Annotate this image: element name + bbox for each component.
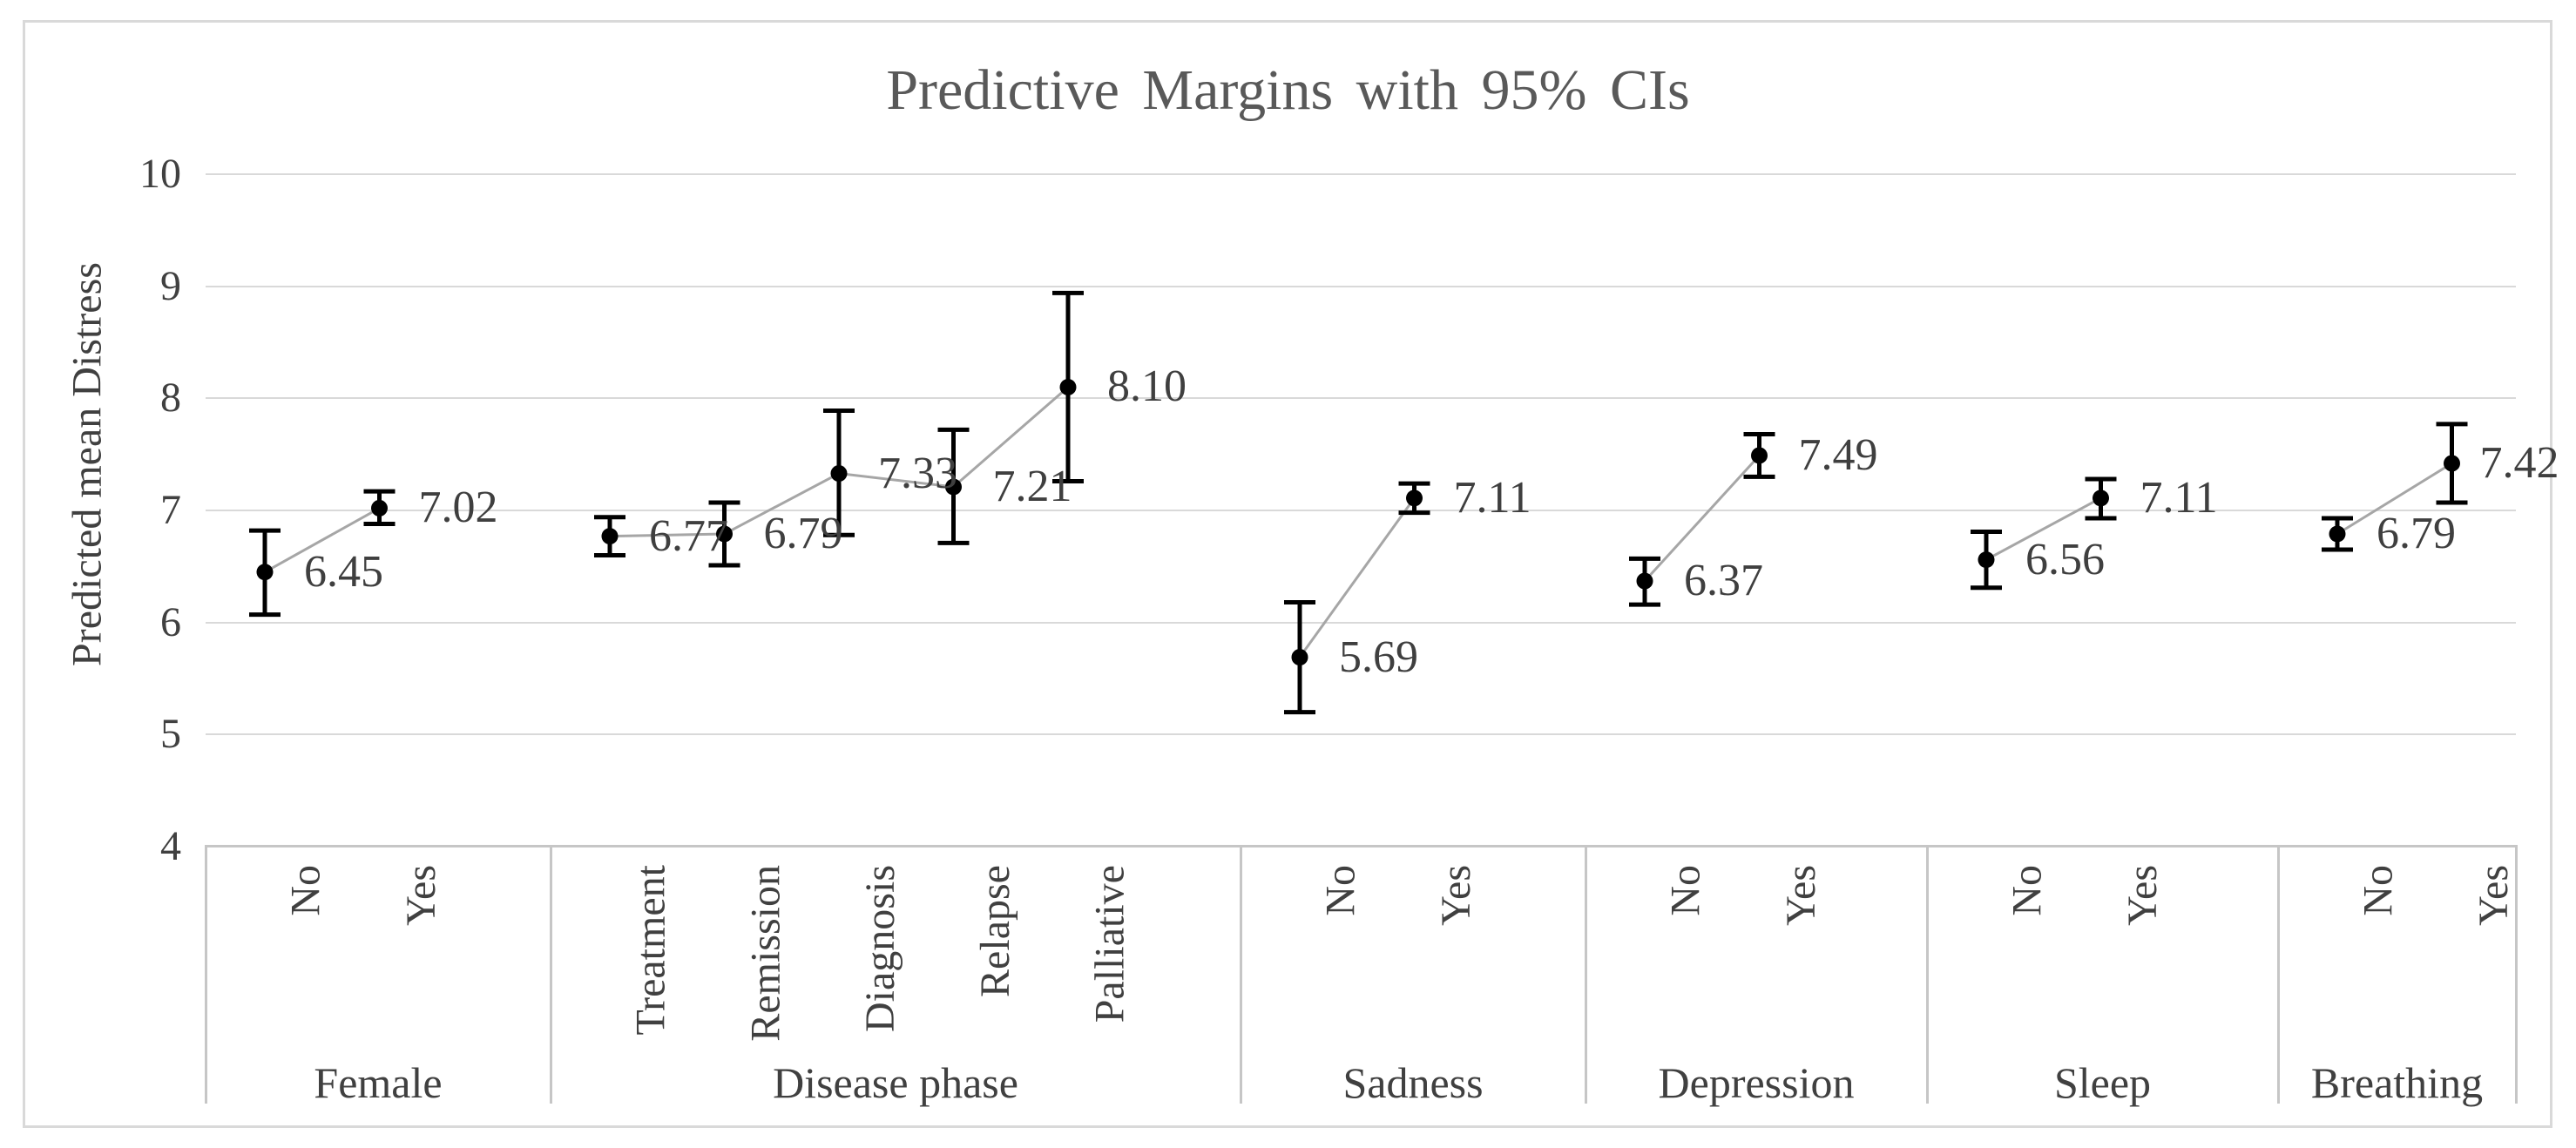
gridline (206, 621, 2516, 624)
data-point-marker (1751, 447, 1768, 464)
gridline (206, 285, 2516, 287)
axis-box-divider (1240, 845, 1242, 1104)
gridline (206, 397, 2516, 400)
y-tick-label: 10 (139, 150, 181, 197)
data-point-marker (1978, 551, 1995, 569)
y-tick-label: 4 (160, 823, 181, 869)
x-category-label: Yes (397, 865, 444, 926)
data-point-marker (2093, 490, 2109, 507)
gridline (206, 733, 2516, 736)
chart-title: Predictive Margins with 95% CIs (886, 58, 1690, 122)
data-point-value-label: 6.56 (2025, 534, 2105, 584)
x-category-label: Treatment (628, 865, 674, 1036)
data-point-value-label: 7.49 (1798, 429, 1878, 480)
data-point-marker (716, 525, 733, 543)
axis-box-divider (1926, 845, 1929, 1104)
data-point-value-label: 5.69 (1339, 631, 1418, 682)
x-axis-line (206, 845, 2516, 847)
axis-box-divider (205, 845, 207, 1104)
x-group-label: Depression (1658, 1058, 1855, 1107)
data-point-value-label: 6.37 (1684, 556, 1763, 606)
x-category-label: Yes (1432, 865, 1479, 926)
x-category-label: No (283, 865, 329, 916)
axis-box-divider (2277, 845, 2280, 1104)
data-point-marker (2444, 455, 2460, 472)
series-connector-line (1298, 496, 1416, 658)
x-group-label: Breathing (2310, 1058, 2484, 1107)
data-point-marker (1291, 649, 1308, 666)
axis-box-divider (2515, 845, 2518, 1104)
gridline (206, 509, 2516, 511)
x-category-label: Relapse (971, 865, 1018, 997)
gridline (206, 172, 2516, 175)
figure-border (23, 20, 2552, 1128)
x-category-label: No (1663, 865, 1709, 916)
y-tick-label: 5 (160, 711, 181, 758)
axis-box-divider (1585, 845, 1587, 1104)
x-category-label: No (2356, 865, 2402, 916)
series-connector-line (264, 507, 381, 574)
x-category-label: Diagnosis (857, 865, 903, 1032)
x-category-label: No (1318, 865, 1364, 916)
y-tick-label: 9 (160, 262, 181, 309)
data-point-value-label: 7.21 (992, 461, 1072, 511)
x-category-label: Yes (2470, 865, 2517, 926)
x-category-label: Remission (742, 865, 789, 1042)
data-point-value-label: 6.79 (2377, 509, 2456, 559)
x-category-label: No (2005, 865, 2051, 916)
data-point-value-label: 7.11 (1453, 472, 1531, 523)
data-point-marker (371, 499, 388, 517)
data-point-marker (1406, 490, 1423, 507)
data-point-marker (2329, 525, 2346, 543)
data-point-value-label: 7.42 (2479, 437, 2559, 488)
x-category-label: Yes (1777, 865, 1824, 926)
data-point-marker (1636, 572, 1653, 590)
data-point-marker (830, 465, 848, 483)
x-group-label: Sleep (2053, 1058, 2152, 1107)
x-group-label: Sadness (1342, 1058, 1484, 1107)
data-point-marker (601, 528, 619, 545)
x-category-label: Palliative (1086, 865, 1132, 1023)
data-point-value-label: 6.79 (763, 509, 843, 559)
y-tick-label: 7 (160, 486, 181, 533)
data-point-marker (945, 478, 962, 496)
series-connector-line (1643, 454, 1761, 583)
data-point-value-label: 7.02 (418, 483, 498, 533)
x-category-label: Yes (2119, 865, 2166, 926)
data-point-value-label: 7.33 (878, 448, 957, 498)
data-point-value-label: 8.10 (1107, 361, 1187, 412)
series-connector-line (1985, 496, 2102, 561)
data-point-value-label: 6.45 (304, 546, 383, 597)
data-point-value-label: 6.77 (649, 510, 728, 561)
data-point-marker (256, 564, 274, 581)
x-group-label: Female (314, 1058, 443, 1107)
x-group-label: Disease phase (773, 1058, 1018, 1107)
series-connector-line (2336, 462, 2453, 536)
y-tick-label: 6 (160, 598, 181, 645)
axis-box-divider (550, 845, 552, 1104)
data-point-value-label: 7.11 (2140, 472, 2218, 523)
data-point-marker (1059, 378, 1077, 395)
y-tick-label: 8 (160, 375, 181, 422)
